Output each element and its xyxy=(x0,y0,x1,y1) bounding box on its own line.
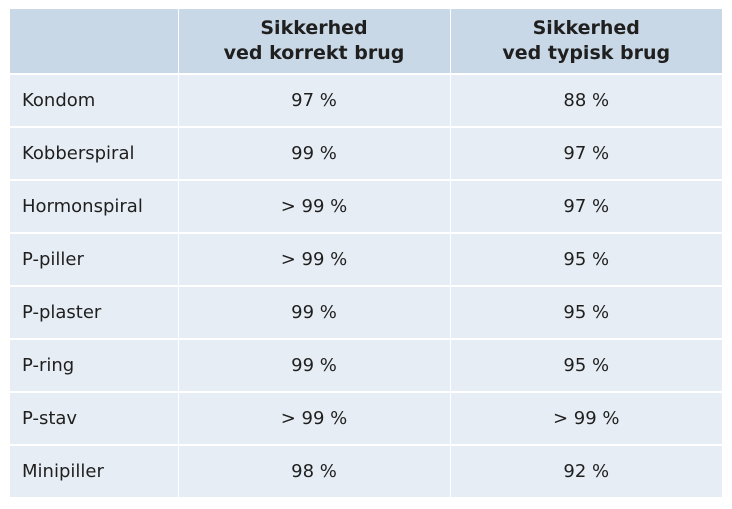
typical-use-cell: > 99 % xyxy=(449,391,722,445)
table-body: Kondom 97 % 88 % Kobberspiral 99 % 97 % … xyxy=(10,73,722,497)
header-correct-use: Sikkerhed ved korrekt brug xyxy=(177,9,450,74)
method-cell: P-piller xyxy=(10,232,178,286)
method-cell: Kondom xyxy=(10,73,178,127)
table-row: P-stav > 99 % > 99 % xyxy=(10,391,722,445)
correct-use-cell: 97 % xyxy=(177,73,450,127)
table-row: Kobberspiral 99 % 97 % xyxy=(10,126,722,180)
table-row: Hormonspiral > 99 % 97 % xyxy=(10,179,722,233)
table-row: Minipiller 98 % 92 % xyxy=(10,444,722,497)
typical-use-cell: 95 % xyxy=(449,338,722,392)
header-typical-use: Sikkerhed ved typisk brug xyxy=(449,9,722,74)
header-typical-use-line2: ved typisk brug xyxy=(502,42,671,64)
table-row: P-ring 99 % 95 % xyxy=(10,338,722,392)
correct-use-cell: 98 % xyxy=(177,444,450,497)
typical-use-cell: 95 % xyxy=(449,285,722,339)
correct-use-cell: > 99 % xyxy=(177,232,450,286)
typical-use-cell: 97 % xyxy=(449,126,722,180)
typical-use-cell: 95 % xyxy=(449,232,722,286)
header-corner-cell xyxy=(10,9,178,74)
table-header: Sikkerhed ved korrekt brug Sikkerhed ved… xyxy=(10,9,722,74)
correct-use-cell: > 99 % xyxy=(177,179,450,233)
correct-use-cell: > 99 % xyxy=(177,391,450,445)
table-row: P-piller > 99 % 95 % xyxy=(10,232,722,286)
method-cell: Kobberspiral xyxy=(10,126,178,180)
contraception-table-container: Sikkerhed ved korrekt brug Sikkerhed ved… xyxy=(10,9,722,497)
method-cell: P-ring xyxy=(10,338,178,392)
method-cell: P-plaster xyxy=(10,285,178,339)
typical-use-cell: 92 % xyxy=(449,444,722,497)
contraception-safety-table: Sikkerhed ved korrekt brug Sikkerhed ved… xyxy=(10,9,722,497)
header-typical-use-line1: Sikkerhed xyxy=(532,17,640,39)
method-cell: Hormonspiral xyxy=(10,179,178,233)
method-cell: Minipiller xyxy=(10,444,178,497)
typical-use-cell: 88 % xyxy=(449,73,722,127)
correct-use-cell: 99 % xyxy=(177,285,450,339)
typical-use-cell: 97 % xyxy=(449,179,722,233)
method-cell: P-stav xyxy=(10,391,178,445)
correct-use-cell: 99 % xyxy=(177,338,450,392)
header-correct-use-line1: Sikkerhed xyxy=(260,17,368,39)
table-row: Kondom 97 % 88 % xyxy=(10,73,722,127)
header-correct-use-line2: ved korrekt brug xyxy=(223,42,405,64)
correct-use-cell: 99 % xyxy=(177,126,450,180)
header-row: Sikkerhed ved korrekt brug Sikkerhed ved… xyxy=(10,9,722,74)
table-row: P-plaster 99 % 95 % xyxy=(10,285,722,339)
